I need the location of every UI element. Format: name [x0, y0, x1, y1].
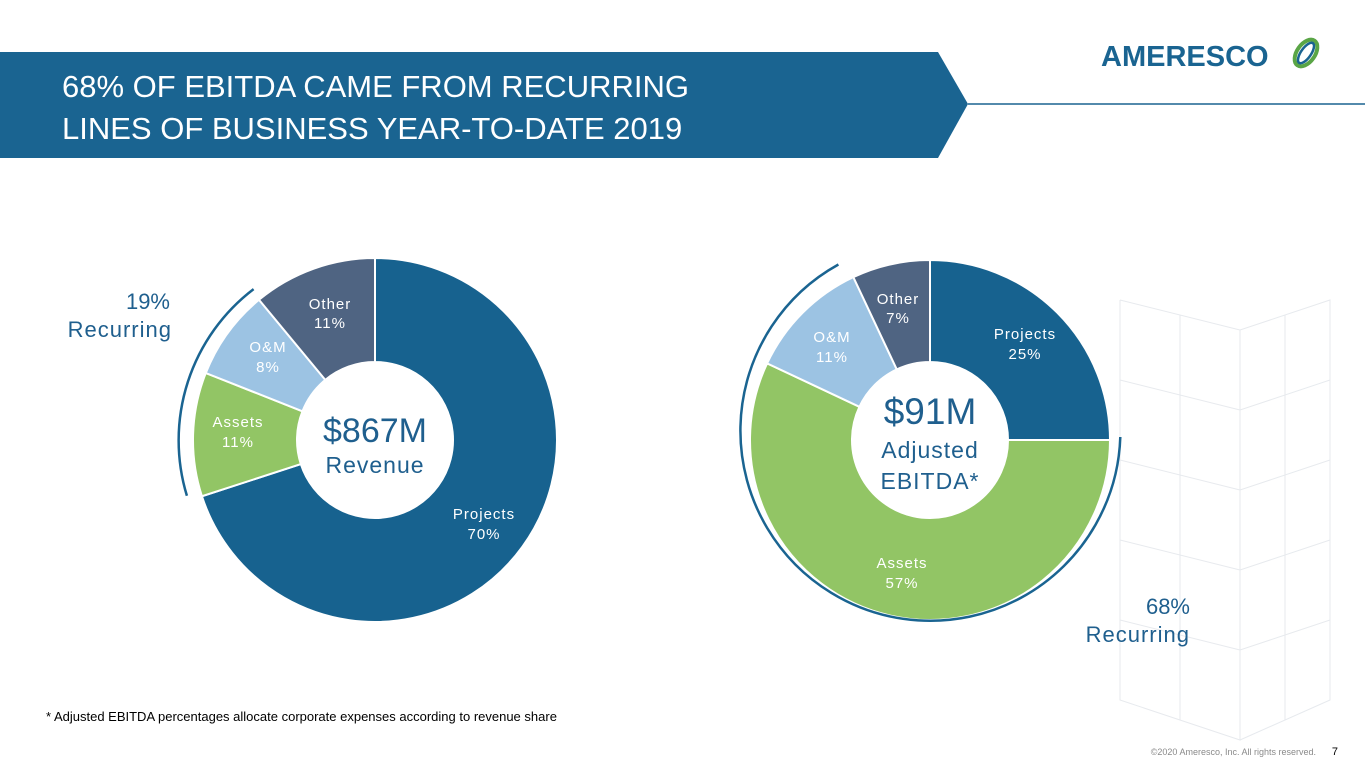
- revenue-recurring-label: Recurring: [68, 317, 172, 342]
- recurring-bracket-ebitda: [739, 263, 1122, 622]
- ebitda-assets-value: 57%: [885, 575, 918, 592]
- title-banner: [0, 52, 968, 158]
- revenue-om-label: O&M 8%: [249, 339, 286, 376]
- ebitda-om-label: O&M 11%: [813, 329, 850, 366]
- revenue-om-value: 8%: [256, 359, 280, 376]
- revenue-segment-other: [257, 256, 376, 382]
- company-logo: AMERESCO: [1101, 37, 1320, 73]
- revenue-projects-name: Projects: [453, 506, 515, 523]
- page-title-line-1: 68% OF EBITDA CAME FROM RECURRING: [62, 69, 689, 104]
- footnote: * Adjusted EBITDA percentages allocate c…: [46, 709, 557, 724]
- revenue-segment-projects: [200, 256, 558, 623]
- revenue-center-label: Revenue: [325, 452, 424, 478]
- ebitda-other-name: Other: [877, 291, 920, 308]
- logo-wordmark: AMERESCO: [1101, 41, 1269, 73]
- ebitda-assets-name: Assets: [876, 555, 927, 572]
- revenue-projects-label: Projects 70%: [453, 506, 515, 543]
- revenue-other-name: Other: [309, 296, 352, 313]
- revenue-om-name: O&M: [249, 339, 286, 356]
- revenue-projects-value: 70%: [467, 526, 500, 543]
- ebitda-recurring-label: Recurring: [1086, 622, 1190, 647]
- revenue-assets-value: 11%: [222, 434, 254, 451]
- revenue-other-value: 11%: [314, 315, 346, 332]
- leaf-icon: [1292, 37, 1320, 69]
- ebitda-projects-label: Projects 25%: [994, 326, 1056, 363]
- page-title-line-2: LINES OF BUSINESS YEAR-TO-DATE 2019: [62, 111, 682, 146]
- revenue-assets-label: Assets 11%: [212, 414, 263, 451]
- revenue-center-value: $867M: [323, 412, 427, 450]
- ebitda-other-label: Other 7%: [877, 291, 920, 327]
- revenue-donut: [192, 256, 558, 623]
- ebitda-om-value: 11%: [816, 349, 848, 366]
- revenue-recurring-value: 19%: [126, 289, 170, 314]
- ebitda-om-name: O&M: [813, 329, 850, 346]
- ebitda-recurring-value: 68%: [1146, 594, 1190, 619]
- ebitda-center-label-line-2: EBITDA*: [880, 468, 979, 494]
- ebitda-center-value: $91M: [884, 391, 977, 432]
- ebitda-segment-projects: [929, 258, 1112, 441]
- copyright: ©2020 Ameresco, Inc. All rights reserved…: [1151, 747, 1316, 757]
- ebitda-assets-label: Assets 57%: [876, 555, 927, 592]
- building-watermark: [1119, 299, 1331, 741]
- ebitda-other-value: 7%: [886, 310, 910, 327]
- ebitda-center-label-line-1: Adjusted: [881, 437, 979, 463]
- ebitda-projects-name: Projects: [994, 326, 1056, 343]
- ebitda-segment-assets: [749, 362, 1112, 621]
- ebitda-segment-other: [852, 258, 931, 371]
- page-number: 7: [1332, 746, 1338, 758]
- ebitda-projects-value: 25%: [1008, 346, 1041, 363]
- recurring-bracket-revenue: [177, 288, 255, 497]
- ebitda-donut: [749, 258, 1112, 621]
- revenue-other-label: Other 11%: [309, 296, 352, 332]
- revenue-assets-name: Assets: [212, 414, 263, 431]
